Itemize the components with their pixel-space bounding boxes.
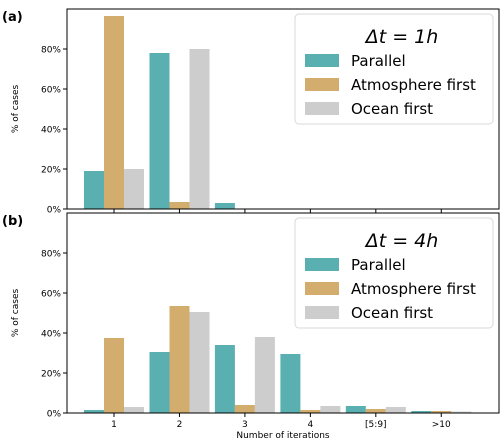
y-tick-label: 20% [41, 370, 61, 380]
legend: Δt = 1h Parallel Atmosphere first Ocean fir… [294, 13, 494, 125]
legend-title: Δt = 4h [364, 230, 439, 252]
bar-parallel-1 [84, 410, 104, 413]
x-tick-label: 1 [111, 420, 117, 430]
y-tick-label: 80% [41, 250, 61, 260]
y-tick-label: 40% [41, 330, 61, 340]
legend-label-ocean-first: Ocean first [351, 304, 433, 322]
bar-parallel-5-9 [345, 406, 366, 413]
bar-parallel-1 [84, 171, 104, 209]
panel-b: 0% 20% 40% 60% 80% 1 2 3 4 [5:9] >10 % of cases (b) Δ… [2, 212, 500, 430]
legend-label-parallel: Parallel [351, 52, 406, 70]
legend-title: Δt = 1h [364, 26, 439, 48]
plot-frame [66, 8, 500, 210]
legend-box [294, 217, 494, 329]
panel-label: (a) [2, 10, 23, 25]
y-axis-label: % of cases [11, 289, 21, 338]
x-tick-label: 3 [242, 420, 248, 430]
legend-label-parallel: Parallel [351, 256, 406, 274]
y-tick-label: 60% [41, 86, 61, 96]
legend-swatch-atmosphere-first [305, 282, 339, 295]
y-tick-label: 60% [41, 290, 61, 300]
y-axis-label: % of cases [11, 85, 21, 134]
bar-parallel-10 [411, 411, 432, 413]
legend-label-atmosphere-first: Atmosphere first [351, 280, 476, 298]
legend-swatch-parallel [305, 54, 339, 67]
bar-ocean-first-2 [189, 312, 210, 413]
bar-atmosphere-first-2 [169, 202, 190, 209]
bar-parallel-3 [214, 345, 235, 413]
legend-swatch-ocean-first [305, 306, 339, 319]
bar-atmosphere-first-5-9 [365, 409, 386, 413]
bar-atmosphere-first-3 [234, 405, 255, 413]
bar-ocean-first-10 [451, 411, 472, 413]
x-tick-label: 4 [307, 420, 313, 430]
bar-parallel-2 [149, 53, 170, 209]
legend-swatch-parallel [305, 258, 339, 271]
bar-ocean-first-5-9 [385, 407, 406, 413]
bar-atmosphere-first-10 [431, 411, 452, 413]
legend: Δt = 4h Parallel Atmosphere first Ocean fir… [294, 217, 494, 329]
y-tick-label: 0% [47, 410, 62, 420]
legend-label-ocean-first: Ocean first [351, 100, 433, 118]
legend-box [294, 13, 494, 125]
bar-atmosphere-first-1 [104, 338, 124, 413]
bar-parallel-4 [280, 354, 301, 413]
panel-label: (b) [2, 214, 23, 229]
x-tick-label: [5:9] [365, 420, 387, 430]
x-axis-label: Number of iterations [236, 431, 330, 441]
bar-parallel-3 [214, 203, 235, 209]
y-tick-label: 0% [47, 206, 62, 216]
y-tick-label: 40% [41, 126, 61, 136]
plot-frame [66, 212, 500, 414]
bar-atmosphere-first-1 [104, 16, 124, 209]
legend-label-atmosphere-first: Atmosphere first [351, 76, 476, 94]
bar-ocean-first-4 [320, 406, 341, 413]
bar-ocean-first-1 [124, 407, 144, 413]
y-tick-label: 20% [41, 166, 61, 176]
bar-atmosphere-first-4 [300, 410, 321, 413]
y-tick-label: 80% [41, 46, 61, 56]
x-tick-label: >10 [432, 420, 451, 430]
panel-a: 0% 20% 40% 60% 80% % of cases (a) Δt = 1h Parall… [2, 8, 500, 216]
bar-ocean-first-1 [124, 169, 144, 209]
legend-swatch-atmosphere-first [305, 78, 339, 91]
bar-atmosphere-first-2 [169, 306, 190, 413]
x-tick-label: 2 [177, 420, 183, 430]
legend-swatch-ocean-first [305, 102, 339, 115]
bar-ocean-first-2 [189, 49, 210, 209]
bar-parallel-2 [149, 352, 170, 413]
bar-ocean-first-3 [254, 337, 275, 413]
